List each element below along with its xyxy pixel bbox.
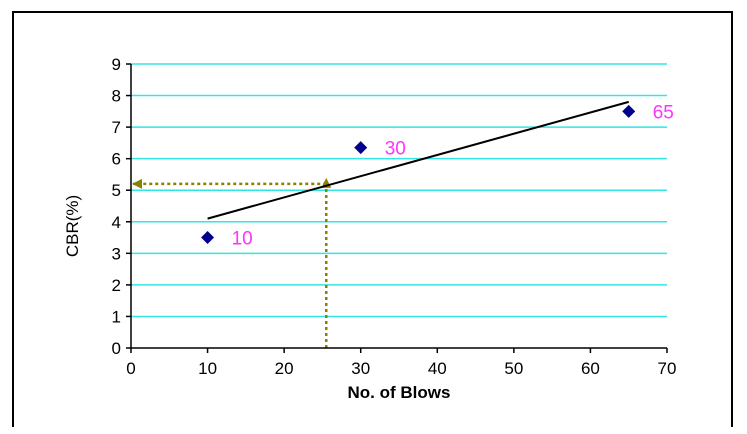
points-layer [201,104,636,245]
y-tick-label: 4 [112,213,121,232]
x-tick-label: 10 [198,359,217,378]
reference-arrowhead-left [132,178,142,189]
x-tick-label: 20 [275,359,294,378]
y-tick-label: 0 [112,339,121,358]
y-tick-label: 3 [112,244,121,263]
y-tick-label: 2 [112,276,121,295]
y-tick-label: 7 [112,118,121,137]
reference-layer [132,177,332,348]
x-tick-label: 30 [351,359,370,378]
data-point [201,231,215,245]
data-point [354,141,368,155]
grid-layer [131,63,667,318]
y-tick-label: 1 [112,307,121,326]
x-tick-label: 0 [126,359,135,378]
y-tick-label: 9 [112,55,121,74]
x-tick-label: 50 [504,359,523,378]
data-label: 30 [385,139,406,160]
y-tick-label: 5 [112,181,121,200]
y-axis-title: CBR(%) [63,195,82,257]
x-tick-label: 70 [658,359,677,378]
axes-layer: 0 1 2 3 4 5 6 7 8 9 0 10 20 30 40 50 60 70 [112,55,677,378]
y-tick-label: 8 [112,87,121,106]
x-tick-label: 60 [581,359,600,378]
data-point [622,104,636,118]
data-label: 65 [653,102,674,123]
x-tick-label: 40 [428,359,447,378]
chart-frame [12,11,733,427]
trendline [207,100,629,220]
x-axis-title: No. of Blows [348,383,451,402]
labels-layer: 10 30 65 [232,102,674,249]
y-tick-label: 6 [112,150,121,169]
data-label: 10 [232,229,253,250]
trendline-layer [207,100,629,220]
